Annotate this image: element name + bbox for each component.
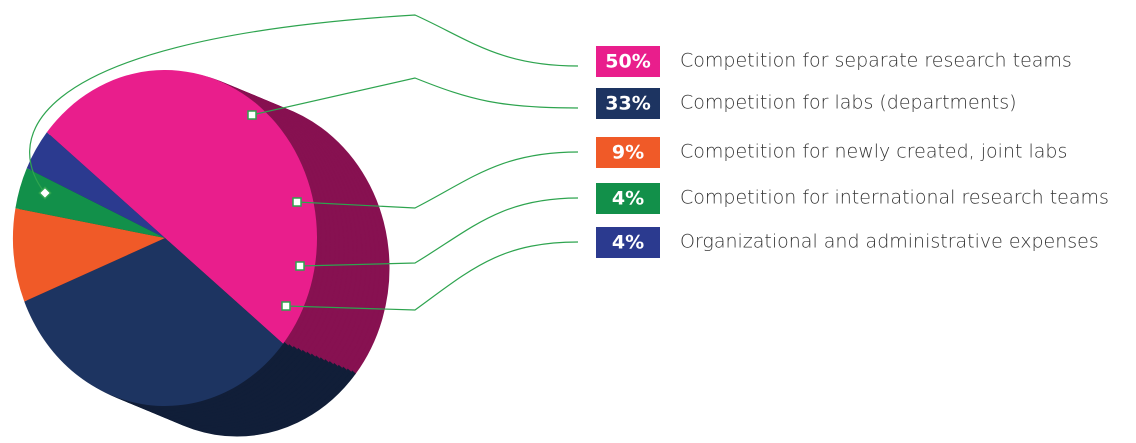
leader-marker [38,186,52,200]
leader-line [285,241,579,311]
legend-value: 50% [605,51,650,73]
slice [46,70,317,344]
legend-badge [596,183,660,214]
leader-line [296,151,579,209]
slice [26,132,165,238]
slice [24,238,284,407]
legend-badge [596,46,660,77]
slice [15,168,165,238]
leader-marker [292,197,302,207]
leader-marker [247,110,257,120]
legend-value: 9% [612,142,644,164]
legend-badge [596,137,660,168]
legend-badge [596,227,660,258]
legend-value: 4% [612,188,644,210]
leader-marker [281,301,291,311]
legend-label: Competition for labs (departments) [680,92,1017,114]
legend-value: 4% [612,232,644,254]
legend-label: Organizational and administrative expens… [680,231,1099,253]
slice [12,208,165,302]
legend-label: Competition for separate research teams [680,50,1072,72]
legend-badge [596,88,660,119]
leader-line [251,77,579,116]
leader-line [29,14,579,194]
leader-marker [295,261,305,271]
legend-label: Competition for newly created, joint lab… [680,141,1067,163]
legend-label: Competition for international research t… [680,187,1109,209]
leader-line [299,197,579,267]
legend-value: 33% [605,93,650,115]
